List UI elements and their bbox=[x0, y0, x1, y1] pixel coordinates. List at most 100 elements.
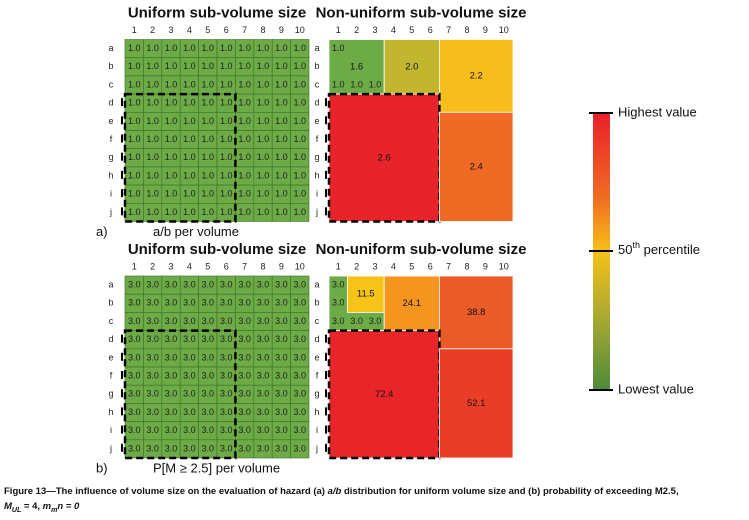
row-label: f bbox=[110, 370, 113, 380]
row-label: b bbox=[314, 298, 319, 308]
cell-value: 3.0 bbox=[294, 316, 307, 326]
cell-value: 1.0 bbox=[220, 79, 233, 89]
cell-value: 1.0 bbox=[238, 152, 251, 162]
cell bbox=[290, 203, 310, 222]
cell-value: 1.0 bbox=[294, 134, 307, 144]
column-label: 5 bbox=[409, 261, 414, 271]
block-value: 2.2 bbox=[470, 70, 483, 81]
cell-value: 1.0 bbox=[183, 170, 196, 180]
cell-value: 1.0 bbox=[146, 98, 159, 108]
cell-value: 3.0 bbox=[146, 352, 159, 362]
row-label: i bbox=[110, 189, 112, 199]
cell-value: 1.0 bbox=[275, 170, 288, 180]
cell-value: 1.0 bbox=[257, 43, 270, 53]
cell-value: 3.0 bbox=[202, 352, 215, 362]
row-label: h bbox=[314, 407, 319, 417]
cell-value: 1.0 bbox=[146, 79, 159, 89]
cell-value: 1.0 bbox=[294, 116, 307, 126]
cell-value: 1.0 bbox=[220, 134, 233, 144]
cell-value: 1.0 bbox=[220, 98, 233, 108]
panel-quantity: a/b per volume bbox=[153, 224, 239, 239]
cell-value: 3.0 bbox=[165, 407, 178, 417]
cell-value: 3.0 bbox=[165, 279, 178, 289]
column-label: 4 bbox=[187, 25, 192, 35]
cell-value: 3.0 bbox=[183, 334, 196, 344]
column-label: 8 bbox=[260, 25, 265, 35]
cell-value: 3.0 bbox=[202, 443, 215, 453]
cell-value: 3.0 bbox=[275, 316, 288, 326]
block-value: 3.0 bbox=[332, 316, 345, 326]
block-value: 3.0 bbox=[369, 316, 382, 326]
cell-value: 3.0 bbox=[202, 316, 215, 326]
cell-value: 1.0 bbox=[183, 189, 196, 199]
cell-value: 3.0 bbox=[165, 334, 178, 344]
row-label: h bbox=[108, 170, 113, 180]
row-label: d bbox=[314, 98, 319, 108]
column-label: 7 bbox=[446, 261, 451, 271]
column-label: 10 bbox=[295, 261, 305, 271]
block-value: 1.0 bbox=[350, 79, 363, 89]
cell-value: 3.0 bbox=[257, 425, 270, 435]
cell-value: 3.0 bbox=[128, 389, 141, 399]
cell-value: 3.0 bbox=[275, 298, 288, 308]
column-label: 5 bbox=[205, 261, 210, 271]
cell-value: 3.0 bbox=[128, 407, 141, 417]
cell-value: 3.0 bbox=[202, 334, 215, 344]
cell-value: 3.0 bbox=[238, 352, 251, 362]
column-label: 7 bbox=[446, 25, 451, 35]
cell-value: 3.0 bbox=[238, 443, 251, 453]
cell-value: 3.0 bbox=[146, 425, 159, 435]
caption-text: m bbox=[43, 501, 52, 512]
cell-value: 1.0 bbox=[146, 43, 159, 53]
column-label: 3 bbox=[372, 25, 377, 35]
cell-value: 1.0 bbox=[183, 43, 196, 53]
cell-value: 1.0 bbox=[220, 189, 233, 199]
row-label: f bbox=[316, 134, 319, 144]
legend-low: Lowest value bbox=[618, 381, 694, 396]
block-value: 38.8 bbox=[467, 307, 486, 318]
cell-value: 1.0 bbox=[202, 98, 215, 108]
column-label: 10 bbox=[499, 25, 509, 35]
cell-value: 3.0 bbox=[257, 407, 270, 417]
column-label: 2 bbox=[354, 25, 359, 35]
block bbox=[438, 111, 514, 222]
cell-value: 3.0 bbox=[146, 298, 159, 308]
cell-value: 3.0 bbox=[220, 298, 233, 308]
column-label: 9 bbox=[483, 261, 488, 271]
cell-value: 1.0 bbox=[294, 61, 307, 71]
cell-value: 1.0 bbox=[183, 98, 196, 108]
column-label: 9 bbox=[483, 25, 488, 35]
cell-value: 1.0 bbox=[183, 134, 196, 144]
grid-title: Non-uniform sub-volume size bbox=[316, 4, 527, 21]
cell-value: 3.0 bbox=[257, 316, 270, 326]
cell-value: 3.0 bbox=[220, 352, 233, 362]
cell-value: 3.0 bbox=[294, 389, 307, 399]
cell-value: 1.0 bbox=[146, 116, 159, 126]
cell-value: 3.0 bbox=[202, 279, 215, 289]
row-label: j bbox=[315, 207, 318, 217]
cell-value: 1.0 bbox=[202, 43, 215, 53]
cell-value: 3.0 bbox=[294, 407, 307, 417]
cell-value: 3.0 bbox=[183, 407, 196, 417]
cell-value: 1.0 bbox=[165, 79, 178, 89]
cell-value: 1.0 bbox=[238, 98, 251, 108]
cell-value: 3.0 bbox=[238, 370, 251, 380]
cell-value: 3.0 bbox=[183, 370, 196, 380]
block-value: 52.1 bbox=[467, 398, 486, 409]
column-label: 10 bbox=[499, 261, 509, 271]
cell-value: 3.0 bbox=[294, 298, 307, 308]
cell-value: 3.0 bbox=[165, 389, 178, 399]
cell-value: 3.0 bbox=[146, 279, 159, 289]
cell-value: 1.0 bbox=[294, 98, 307, 108]
cell-value: 1.0 bbox=[275, 116, 288, 126]
cell-value: 1.0 bbox=[165, 134, 178, 144]
row-label: g bbox=[108, 152, 113, 162]
cell-value: 3.0 bbox=[183, 316, 196, 326]
row-label: c bbox=[315, 79, 320, 89]
column-label: 1 bbox=[336, 261, 341, 271]
cell-value: 3.0 bbox=[146, 389, 159, 399]
cell-value: 3.0 bbox=[238, 425, 251, 435]
grid-title: Non-uniform sub-volume size bbox=[316, 241, 527, 258]
cell-value: 3.0 bbox=[220, 425, 233, 435]
